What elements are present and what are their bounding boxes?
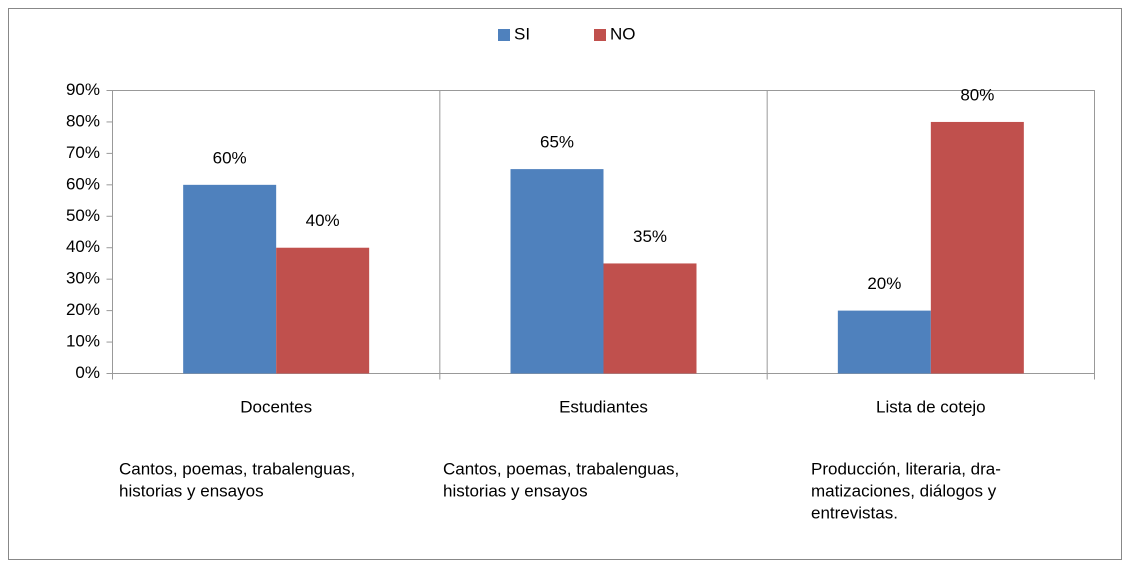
annotation: historias y ensayos	[443, 481, 588, 500]
legend-label: NO	[610, 24, 636, 43]
data-label: 20%	[867, 274, 901, 293]
annotation: entrevistas.	[811, 503, 898, 522]
bar	[183, 184, 277, 374]
data-label: 80%	[960, 85, 994, 104]
y-tick-label: 90%	[66, 80, 100, 99]
x-tick-label: Docentes	[240, 397, 312, 416]
y-tick-label: 10%	[66, 332, 100, 351]
data-label: 60%	[213, 148, 247, 167]
annotation: Cantos, poemas, trabalenguas,	[119, 459, 355, 478]
annotation: matizaciones, diálogos y	[811, 481, 997, 500]
data-label: 65%	[540, 133, 574, 152]
annotation: Cantos, poemas, trabalenguas,	[443, 459, 679, 478]
x-tick-label: Lista de cotejo	[876, 397, 986, 416]
y-tick-label: 30%	[66, 269, 100, 288]
x-tick-label: Estudiantes	[559, 397, 648, 416]
y-tick-label: 80%	[66, 111, 100, 130]
y-tick-label: 0%	[75, 363, 100, 382]
legend-swatch	[498, 29, 510, 41]
data-label: 40%	[306, 211, 340, 230]
y-tick-label: 20%	[66, 300, 100, 319]
annotation: historias y ensayos	[119, 481, 264, 500]
legend-label: SI	[514, 24, 530, 43]
y-tick-label: 50%	[66, 206, 100, 225]
annotation: Producción, literaria, dra-	[811, 459, 1001, 478]
data-label: 35%	[633, 227, 667, 246]
bar	[603, 263, 697, 374]
bar	[510, 169, 604, 374]
y-tick-label: 40%	[66, 237, 100, 256]
bar	[276, 247, 370, 374]
y-tick-label: 60%	[66, 174, 100, 193]
bar	[837, 310, 931, 374]
y-tick-label: 70%	[66, 143, 100, 162]
bar	[930, 121, 1024, 374]
legend-swatch	[594, 29, 606, 41]
